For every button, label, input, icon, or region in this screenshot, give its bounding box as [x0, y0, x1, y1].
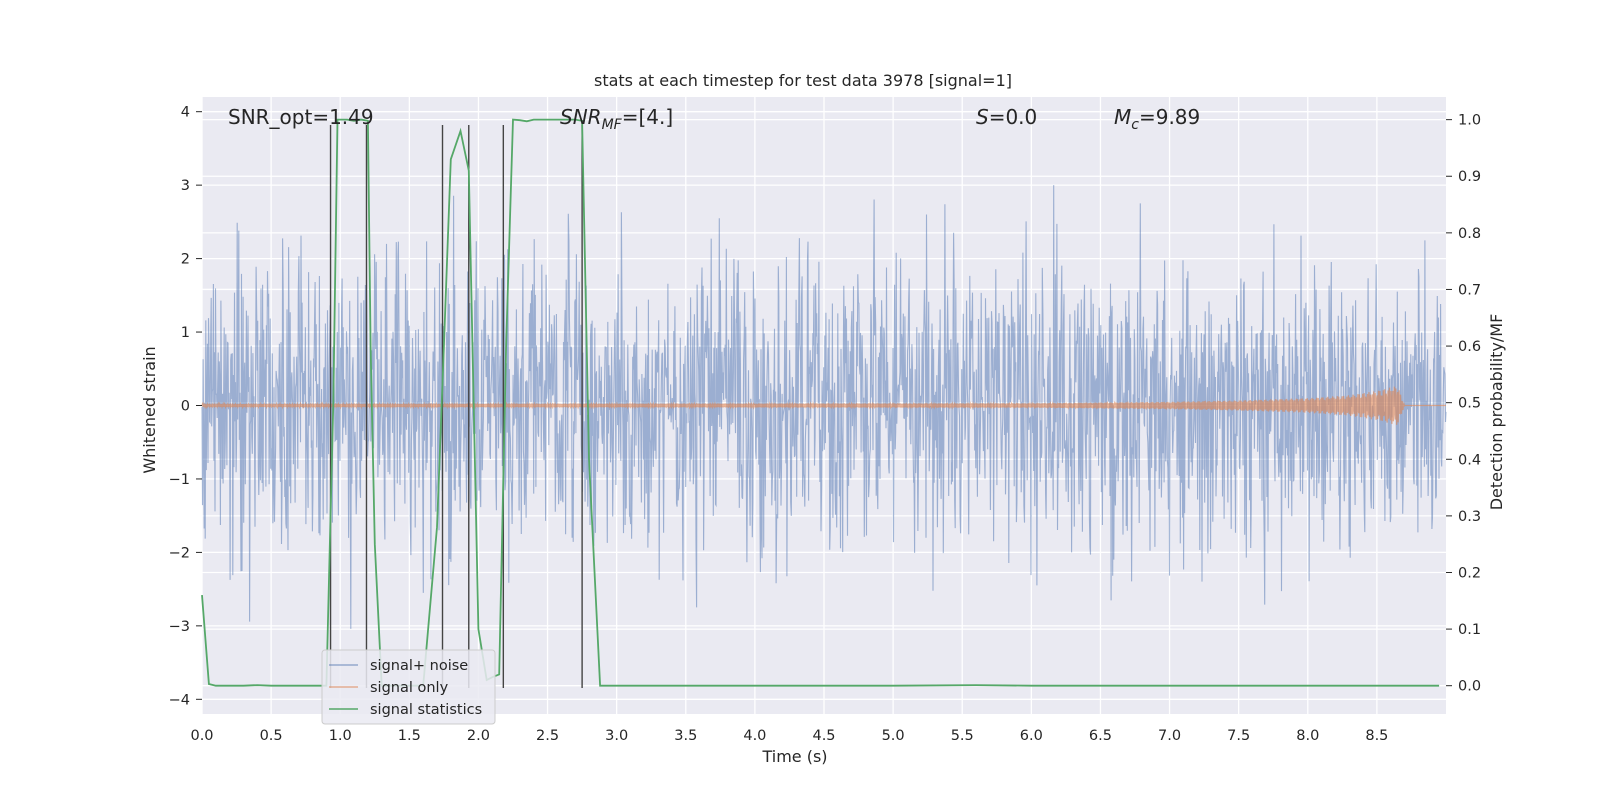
x-axis-label: Time (s): [761, 747, 827, 766]
x-tick-label: 3.5: [674, 728, 697, 744]
series-signal-only: [201, 386, 1446, 425]
noise-trace: [201, 185, 1447, 629]
y-tick-label-left: 4: [181, 105, 190, 121]
legend-box: [321, 649, 496, 725]
x-tick-label: 0.5: [260, 728, 283, 744]
x-tick-label: 0.0: [190, 728, 213, 744]
annotation-symbol: S: [976, 105, 989, 129]
annotation-snr-mf: SNRMF=[4.]: [560, 105, 673, 133]
y-tick-label-left: 3: [181, 178, 190, 194]
annotation-value: =[4.]: [622, 105, 673, 129]
y-tick-label-right: 0.7: [1458, 282, 1481, 298]
legend-label-signal-statistics: signal statistics: [370, 702, 482, 718]
y-tick-label-right: 0.5: [1458, 396, 1481, 412]
x-tick-label: 2.5: [536, 728, 559, 744]
x-tick-label: 5.5: [951, 728, 974, 744]
annotation-mc-value: Mc=9.89: [1114, 105, 1200, 133]
y-tick-label-left: 0: [181, 399, 190, 415]
left-y-axis: 4 3 2 1 0 −1 −2 −3 −4: [169, 105, 202, 708]
y-tick-label-left: −2: [169, 545, 190, 561]
series-signal-noise: [201, 185, 1447, 629]
y-tick-label-right: 0.3: [1458, 509, 1481, 525]
x-axis: 0.0 0.5 1.0 1.5 2.0 2.5 3.0 3.5 4.0 4.5 5.0 5.5 6.0 6…: [190, 728, 1388, 744]
annotation-s-value: S=0.0: [976, 105, 1037, 129]
x-tick-label: 8.5: [1365, 728, 1388, 744]
chart-title: stats at each timestep for test data 397…: [594, 71, 1012, 90]
y-tick-label-right: 0.1: [1458, 622, 1481, 638]
y-tick-label-right: 0.6: [1458, 339, 1481, 355]
annotation-subscript: MF: [602, 117, 623, 133]
annotation-subscript: c: [1131, 117, 1139, 133]
y-tick-label-right: 0.2: [1458, 565, 1481, 581]
annotation-snr-opt: SNR_opt=1.49: [228, 105, 374, 129]
x-tick-label: 6.0: [1020, 728, 1043, 744]
y-tick-label-left: −3: [169, 619, 190, 635]
series-signal-statistics: [201, 118, 1440, 687]
legend-label-signal-only: signal only: [370, 680, 449, 696]
y-tick-label-left: 2: [181, 252, 190, 268]
x-tick-label: 8.0: [1296, 728, 1319, 744]
x-tick-label: 7.0: [1158, 728, 1181, 744]
vertical-lines: [329, 125, 583, 688]
annotation-symbol: M: [1114, 105, 1131, 129]
statistics-trace: [201, 118, 1440, 687]
legend-label-signal-noise: signal+ noise: [370, 658, 468, 674]
right-y-axis-label: Detection probability/MF: [1487, 314, 1506, 511]
y-tick-label-left: −1: [169, 472, 190, 488]
y-tick-label-left: −4: [169, 692, 190, 708]
annotation-value: =0.0: [989, 105, 1038, 129]
x-tick-label: 4.5: [812, 728, 835, 744]
x-tick-label: 6.5: [1089, 728, 1112, 744]
left-y-axis-label: Whitened strain: [140, 346, 159, 473]
x-tick-label: 1.5: [398, 728, 421, 744]
y-tick-label-right: 0.0: [1458, 679, 1481, 695]
x-tick-label: 1.0: [329, 728, 352, 744]
x-tick-label: 3.0: [605, 728, 628, 744]
signal-trace: [201, 386, 1446, 425]
x-tick-label: 2.0: [467, 728, 490, 744]
annotation-symbol: SNR: [560, 105, 602, 129]
annotation-value: =9.89: [1139, 105, 1200, 129]
x-tick-label: 4.0: [743, 728, 766, 744]
y-tick-label-right: 0.9: [1458, 169, 1481, 185]
legend: signal+ noise signal only signal statist…: [321, 649, 496, 725]
x-tick-label: 5.0: [882, 728, 905, 744]
x-tick-label: 7.5: [1227, 728, 1250, 744]
right-y-axis: 1.0 0.9 0.8 0.7 0.6 0.5 0.4 0.3 0.2 0.1 0.0: [1446, 113, 1481, 695]
y-tick-label-right: 0.8: [1458, 226, 1481, 242]
plot-area: [201, 97, 1447, 714]
y-tick-label-right: 0.4: [1458, 452, 1481, 468]
y-tick-label-left: 1: [181, 325, 190, 341]
y-tick-label-right: 1.0: [1458, 113, 1481, 129]
